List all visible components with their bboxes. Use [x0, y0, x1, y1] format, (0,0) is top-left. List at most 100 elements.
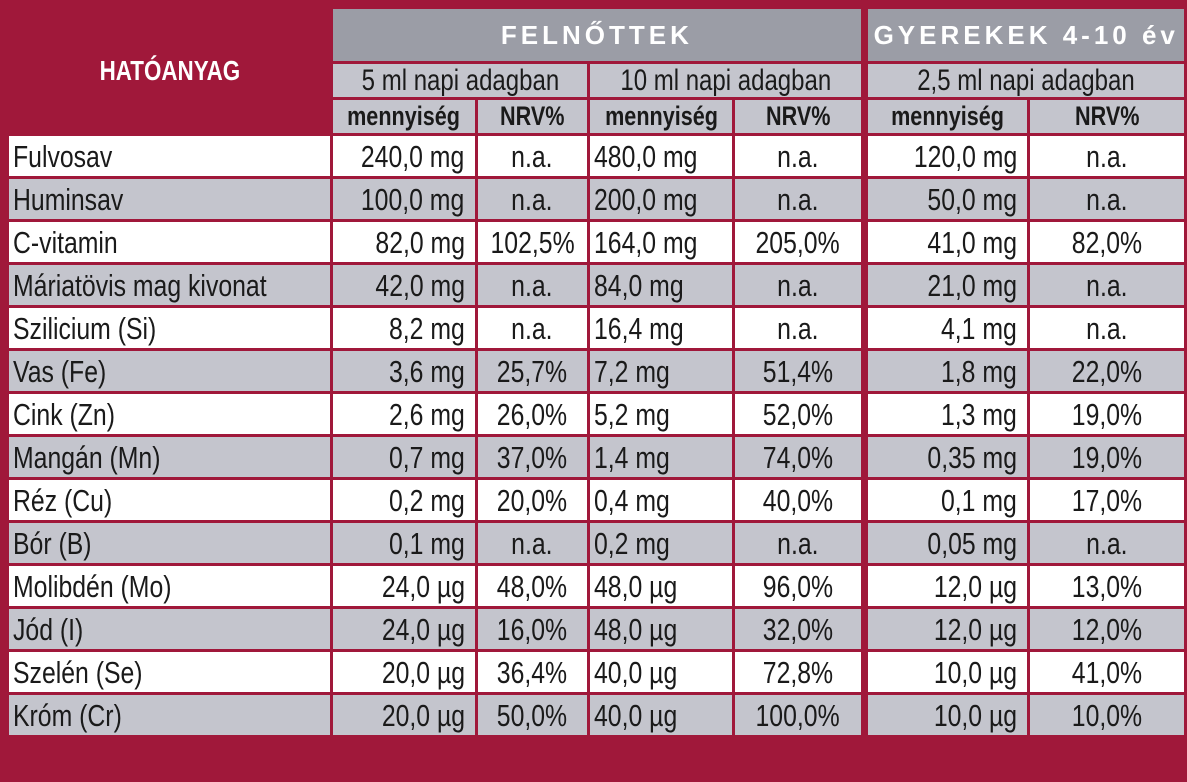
section-divider — [863, 609, 866, 649]
table-row: Réz (Cu) 0,2 mg 20,0% 0,4 mg 40,0% 0,1 mg 17,0… — [9, 480, 1184, 520]
section-divider — [863, 222, 866, 262]
nrv-5ml: 26,0% — [477, 394, 587, 434]
table-row: Vas (Fe) 3,6 mg 25,7% 7,2 mg 51,4% 1,8 mg 22,0… — [9, 351, 1184, 391]
section-divider — [863, 566, 866, 606]
amount-children: 0,35 mg — [868, 437, 1028, 477]
ingredient-name: Mangán (Mn) — [9, 437, 331, 477]
amount-10ml: 84,0 mg — [589, 265, 733, 305]
ingredient-name: Réz (Cu) — [9, 480, 331, 520]
nrv-header: NRV% — [477, 100, 587, 133]
section-divider — [863, 523, 866, 563]
amount-children: 21,0 mg — [868, 265, 1028, 305]
amount-5ml: 82,0 mg — [333, 222, 475, 262]
section-divider — [863, 480, 866, 520]
nrv-header: NRV% — [1030, 100, 1184, 133]
nrv-5ml: 20,0% — [477, 480, 587, 520]
amount-children: 0,1 mg — [868, 480, 1028, 520]
amount-5ml: 20,0 µg — [333, 652, 475, 692]
amount-5ml: 100,0 mg — [333, 179, 475, 219]
nrv-10ml: 100,0% — [735, 695, 861, 735]
amount-5ml: 0,7 mg — [333, 437, 475, 477]
amount-5ml: 0,2 mg — [333, 480, 475, 520]
amount-10ml: 0,2 mg — [589, 523, 733, 563]
nrv-10ml: 72,8% — [735, 652, 861, 692]
nrv-5ml: 25,7% — [477, 351, 587, 391]
table-row: Máriatövis mag kivonat 42,0 mg n.a. 84,0 mg… — [9, 265, 1184, 305]
table-row: Króm (Cr) 20,0 µg 50,0% 40,0 µg 100,0% 10,0 µ… — [9, 695, 1184, 735]
nrv-children: 41,0% — [1030, 652, 1184, 692]
amount-children: 1,3 mg — [868, 394, 1028, 434]
ingredient-name: Cink (Zn) — [9, 394, 331, 434]
amount-10ml: 40,0 µg — [589, 695, 733, 735]
section-divider — [863, 695, 866, 735]
dose-2-5ml-header: 2,5 ml napi adagban — [868, 64, 1184, 97]
section-divider — [863, 351, 866, 391]
nrv-children: 82,0% — [1030, 222, 1184, 262]
section-divider — [863, 308, 866, 348]
nrv-10ml: 96,0% — [735, 566, 861, 606]
amount-5ml: 24,0 µg — [333, 609, 475, 649]
nrv-10ml: 205,0% — [735, 222, 861, 262]
table-row: Jód (I) 24,0 µg 16,0% 48,0 µg 32,0% 12,0 µg 12… — [9, 609, 1184, 649]
ingredient-name: Jód (I) — [9, 609, 331, 649]
nrv-5ml: 16,0% — [477, 609, 587, 649]
nrv-children: 13,0% — [1030, 566, 1184, 606]
nrv-10ml: n.a. — [735, 308, 861, 348]
nrv-children: n.a. — [1030, 308, 1184, 348]
nrv-10ml: n.a. — [735, 179, 861, 219]
section-divider — [863, 437, 866, 477]
ingredient-header: HATÓANYAG — [9, 9, 331, 133]
amount-5ml: 240,0 mg — [333, 136, 475, 176]
table-row: C-vitamin 82,0 mg 102,5% 164,0 mg 205,0% 41,0… — [9, 222, 1184, 262]
nrv-children: n.a. — [1030, 523, 1184, 563]
nrv-10ml: n.a. — [735, 265, 861, 305]
table-row: Szilicium (Si) 8,2 mg n.a. 16,4 mg n.a. 4,1 m… — [9, 308, 1184, 348]
amount-children: 120,0 mg — [868, 136, 1028, 176]
dose-5ml-header: 5 ml napi adagban — [333, 64, 587, 97]
nrv-5ml: 37,0% — [477, 437, 587, 477]
nrv-10ml: 52,0% — [735, 394, 861, 434]
amount-10ml: 7,2 mg — [589, 351, 733, 391]
nrv-5ml: n.a. — [477, 308, 587, 348]
amount-children: 4,1 mg — [868, 308, 1028, 348]
section-divider — [863, 179, 866, 219]
nrv-children: 19,0% — [1030, 437, 1184, 477]
table-row: Bór (B) 0,1 mg n.a. 0,2 mg n.a. 0,05 mg n.a. — [9, 523, 1184, 563]
nrv-children: n.a. — [1030, 179, 1184, 219]
amount-10ml: 16,4 mg — [589, 308, 733, 348]
amount-10ml: 200,0 mg — [589, 179, 733, 219]
table-row: Fulvosav 240,0 mg n.a. 480,0 mg n.a. 120,0 mg… — [9, 136, 1184, 176]
amount-children: 41,0 mg — [868, 222, 1028, 262]
nrv-children: n.a. — [1030, 265, 1184, 305]
section-divider — [863, 265, 866, 305]
nrv-5ml: 48,0% — [477, 566, 587, 606]
nrv-children: 22,0% — [1030, 351, 1184, 391]
nrv-children: 10,0% — [1030, 695, 1184, 735]
amount-5ml: 3,6 mg — [333, 351, 475, 391]
amount-header: mennyiség — [868, 100, 1028, 133]
children-header: GYEREKEK 4-10 év — [868, 9, 1184, 61]
nrv-10ml: 32,0% — [735, 609, 861, 649]
table-row: Cink (Zn) 2,6 mg 26,0% 5,2 mg 52,0% 1,3 mg 19,… — [9, 394, 1184, 434]
nutrition-table: HATÓANYAG FELNŐTTEK GYEREKEK 4-10 év 5 m… — [6, 6, 1187, 738]
ingredient-name: Szilicium (Si) — [9, 308, 331, 348]
dose-10ml-header: 10 ml napi adagban — [589, 64, 861, 97]
ingredient-name: Fulvosav — [9, 136, 331, 176]
amount-5ml: 2,6 mg — [333, 394, 475, 434]
nrv-children: 19,0% — [1030, 394, 1184, 434]
amount-10ml: 0,4 mg — [589, 480, 733, 520]
amount-5ml: 42,0 mg — [333, 265, 475, 305]
nrv-10ml: n.a. — [735, 523, 861, 563]
ingredient-name: Bór (B) — [9, 523, 331, 563]
section-divider — [863, 136, 866, 176]
nrv-10ml: n.a. — [735, 136, 861, 176]
ingredient-name: Huminsav — [9, 179, 331, 219]
amount-children: 10,0 µg — [868, 695, 1028, 735]
nrv-children: 17,0% — [1030, 480, 1184, 520]
ingredient-name: Króm (Cr) — [9, 695, 331, 735]
amount-5ml: 0,1 mg — [333, 523, 475, 563]
ingredient-name: Máriatövis mag kivonat — [9, 265, 331, 305]
amount-10ml: 1,4 mg — [589, 437, 733, 477]
nrv-10ml: 74,0% — [735, 437, 861, 477]
